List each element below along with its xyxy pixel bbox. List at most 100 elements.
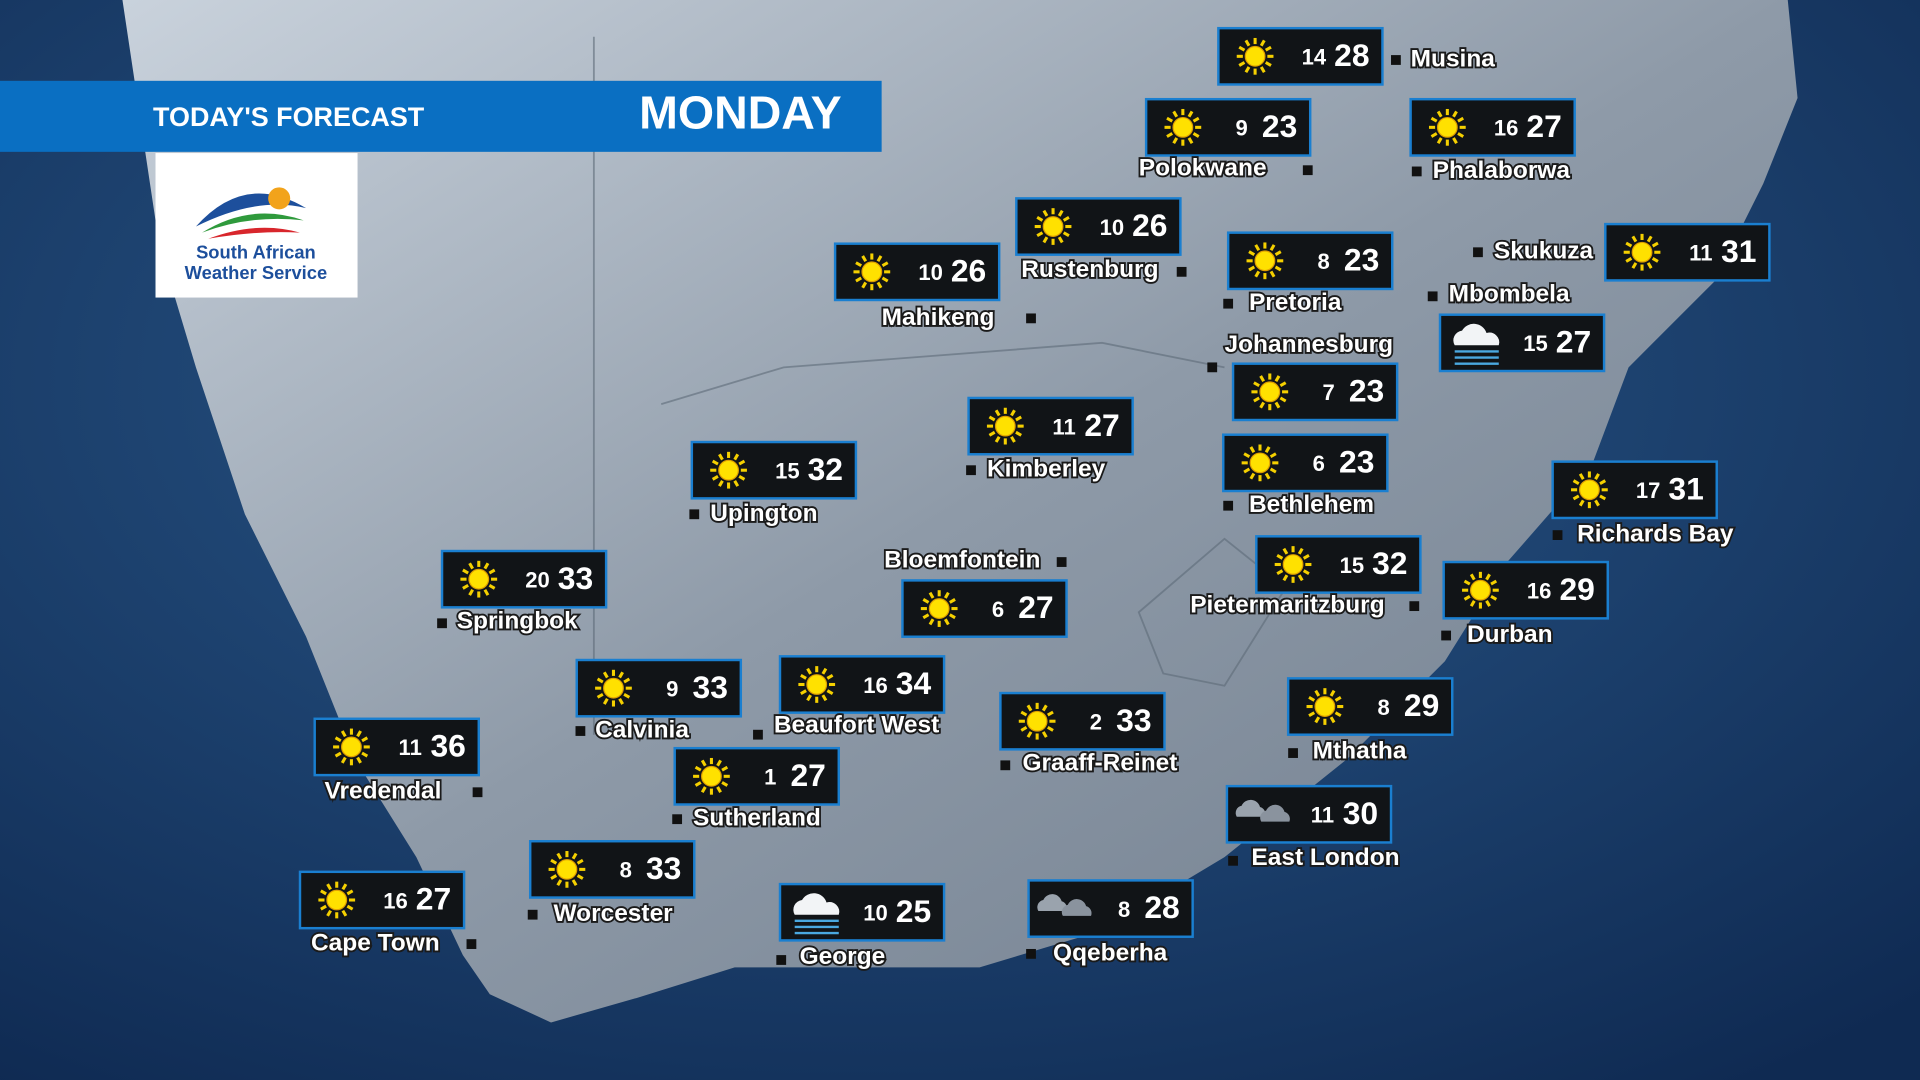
city-marker <box>1176 266 1187 277</box>
sun-ray <box>1279 381 1287 388</box>
city-name: Graaff-Reinet <box>1022 750 1177 777</box>
sun-ray <box>1430 132 1438 138</box>
sun-ray <box>1243 452 1251 459</box>
city-name: Worcester <box>553 900 673 927</box>
sun <box>603 677 624 699</box>
sun-ray <box>711 475 719 481</box>
city: 15 27 Mbombela <box>1427 279 1606 373</box>
sun-ray <box>928 618 935 626</box>
city: 7 23 Johannesburg <box>1207 329 1399 422</box>
city: 11 36 Vredendal <box>313 717 483 807</box>
sun-ray <box>1026 731 1033 738</box>
sun-ray <box>733 453 740 461</box>
sun <box>1314 696 1336 717</box>
sun <box>1026 710 1048 732</box>
sun-ray <box>1297 574 1304 582</box>
sun-ray <box>861 255 868 262</box>
city-name: Phalaborwa <box>1433 157 1571 184</box>
city-marker <box>776 955 787 965</box>
sun-ray <box>1238 45 1246 52</box>
min-temp: 11 <box>1311 803 1334 828</box>
sun-ray <box>361 736 369 743</box>
sun-ray <box>1172 137 1179 145</box>
max-temp: 30 <box>1343 795 1378 831</box>
sun-ray <box>1646 235 1653 243</box>
min-temp: 10 <box>918 260 943 285</box>
city-marker <box>527 909 538 920</box>
sun-ray <box>1436 110 1443 118</box>
sun-ray <box>1490 595 1498 601</box>
sun-ray <box>1166 116 1174 123</box>
cloud <box>1453 323 1500 346</box>
sun-ray <box>571 852 578 860</box>
sun-ray <box>1646 262 1653 269</box>
sun-ray <box>1015 430 1022 437</box>
sun <box>1042 216 1064 237</box>
sun <box>326 889 348 911</box>
cloud <box>1260 804 1290 822</box>
sun-ray <box>1274 375 1281 382</box>
sun-ray <box>483 589 490 596</box>
city-marker <box>466 939 477 949</box>
city-marker <box>1000 760 1011 771</box>
sun-ray <box>1062 216 1070 222</box>
city-name: Johannesburg <box>1224 331 1393 358</box>
sun-ray <box>488 583 496 590</box>
sun-ray <box>1463 579 1471 586</box>
city-name: Vredendal <box>324 778 441 805</box>
cloud <box>1061 899 1092 916</box>
sun-ray <box>1057 236 1064 244</box>
city-marker <box>1411 166 1422 177</box>
logo-text: South African <box>196 241 316 262</box>
sun-ray <box>576 858 584 865</box>
city-name: George <box>800 943 886 970</box>
max-temp: 26 <box>1132 207 1167 243</box>
city-name: Musina <box>1411 45 1496 72</box>
city: 16 27 Cape Town <box>298 870 477 958</box>
sun-ray <box>876 255 883 262</box>
sun-ray <box>711 459 719 466</box>
sun-ray <box>462 568 469 575</box>
sun <box>1172 116 1194 138</box>
city: 8 28 Qqeberha <box>1026 879 1194 968</box>
sun-ray <box>556 879 563 887</box>
sun-ray <box>1594 499 1600 507</box>
sun-ray <box>356 756 362 764</box>
sun-ray <box>922 598 930 604</box>
city-name: Qqeberha <box>1053 939 1168 966</box>
sun-ray <box>821 694 828 702</box>
max-temp: 31 <box>1721 233 1756 269</box>
sun-ray <box>1282 547 1289 555</box>
sun-ray <box>341 909 348 917</box>
sun-ray <box>861 281 868 289</box>
sun-ray <box>1314 716 1321 724</box>
sun-ray <box>694 765 702 772</box>
sun-ray <box>821 667 828 675</box>
city: 6 27 Bloemfontein <box>882 544 1068 638</box>
sun-ray <box>922 613 930 620</box>
city-name: Pretoria <box>1249 289 1342 316</box>
sun-ray <box>550 874 558 880</box>
city-marker <box>1207 362 1218 373</box>
sun-ray <box>346 904 354 911</box>
max-temp: 23 <box>1262 108 1297 144</box>
header-title: TODAY'S FORECAST <box>153 102 425 132</box>
city-name: Mahikeng <box>882 304 995 331</box>
max-temp: 23 <box>1344 241 1379 277</box>
city-name: Mthatha <box>1313 737 1407 764</box>
sun-ray <box>1457 132 1465 138</box>
sun-ray <box>1436 137 1443 145</box>
sun-ray <box>716 786 722 793</box>
sun-ray <box>1259 39 1266 47</box>
city: 16 34 Beaufort West <box>753 655 946 740</box>
sun-ray <box>1269 452 1277 459</box>
city: 9 23 Polokwane <box>1137 97 1313 183</box>
sun-ray <box>618 671 624 679</box>
city-marker <box>1391 55 1401 65</box>
sun-ray <box>1297 547 1304 555</box>
sun-ray <box>340 730 347 738</box>
max-temp: 31 <box>1668 470 1703 506</box>
sun-ray <box>1057 209 1064 217</box>
